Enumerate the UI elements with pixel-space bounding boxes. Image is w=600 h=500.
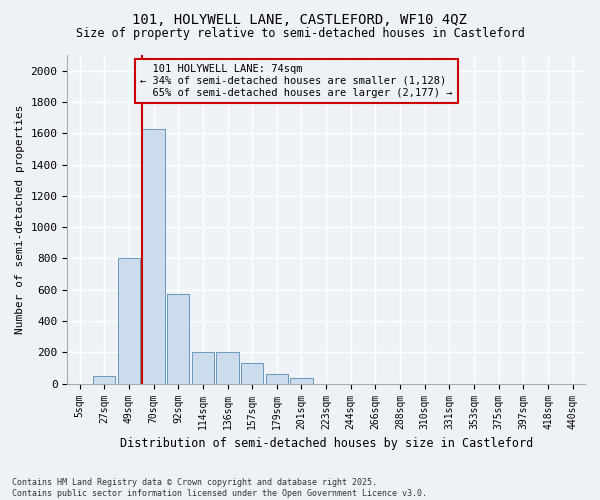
Bar (118, 258, 140, 384)
Y-axis label: Number of semi-detached properties: Number of semi-detached properties (15, 104, 25, 334)
Text: 101, HOLYWELL LANE, CASTLEFORD, WF10 4QZ: 101, HOLYWELL LANE, CASTLEFORD, WF10 4QZ (133, 12, 467, 26)
Bar (93, 376, 115, 384)
Bar (167, 294, 190, 384)
Text: Contains HM Land Registry data © Crown copyright and database right 2025.
Contai: Contains HM Land Registry data © Crown c… (12, 478, 427, 498)
Bar (290, 378, 313, 384)
Text: Size of property relative to semi-detached houses in Castleford: Size of property relative to semi-detach… (76, 28, 524, 40)
Bar (142, 130, 164, 384)
Bar (192, 352, 214, 384)
Text: 101 HOLYWELL LANE: 74sqm
← 34% of semi-detached houses are smaller (1,128)
  65%: 101 HOLYWELL LANE: 74sqm ← 34% of semi-d… (140, 64, 452, 98)
Bar (217, 352, 239, 384)
Bar (266, 374, 288, 384)
Bar (241, 364, 263, 384)
X-axis label: Distribution of semi-detached houses by size in Castleford: Distribution of semi-detached houses by … (119, 437, 533, 450)
